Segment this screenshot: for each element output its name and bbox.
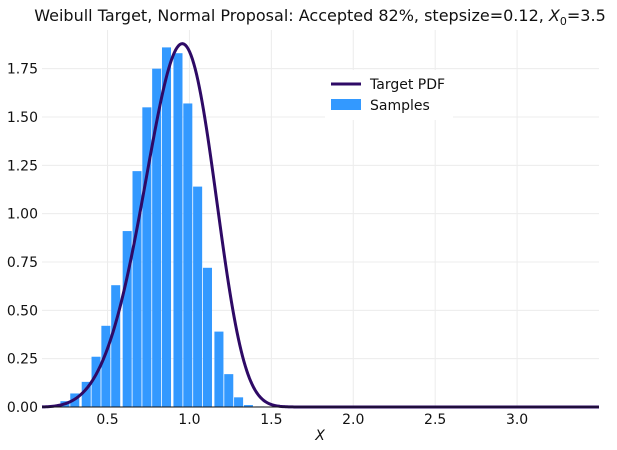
histogram-bar (111, 285, 121, 407)
histogram-bars (50, 47, 275, 408)
legend-label-target-pdf: Target PDF (369, 77, 445, 93)
x-tick-label: 2.5 (424, 412, 446, 428)
histogram-bar (132, 171, 142, 407)
x-axis-label: X (314, 428, 325, 444)
y-tick-label: 1.25 (7, 158, 38, 174)
y-tick-label: 0.75 (7, 255, 38, 271)
histogram-bar (173, 53, 183, 407)
histogram-bar (152, 68, 162, 408)
y-tick-label: 1.00 (7, 207, 38, 223)
x-tick-label: 1.5 (260, 412, 282, 428)
histogram-bar (91, 356, 101, 407)
y-tick-label: 1.75 (7, 62, 38, 78)
x-tick-label: 3.0 (506, 412, 528, 428)
histogram-bar (81, 381, 91, 407)
histogram-bar (161, 47, 172, 408)
legend-swatch-samples (331, 99, 361, 110)
histogram-bar (142, 107, 152, 407)
histogram-bar (193, 186, 203, 407)
chart-title: Weibull Target, Normal Proposal: Accepte… (34, 6, 606, 28)
x-tick-labels: 0.5 1.0 1.5 2.0 2.5 3.0 (96, 412, 528, 428)
x-tick-label: 2.0 (342, 412, 364, 428)
y-tick-label: 0.00 (7, 400, 38, 416)
histogram-bar (122, 231, 132, 407)
histogram-bar (243, 405, 253, 407)
legend-box (325, 70, 453, 120)
histogram-bar (183, 103, 193, 407)
histogram-bar (224, 374, 234, 407)
histogram-bar (234, 397, 244, 407)
legend-label-samples: Samples (370, 98, 430, 114)
histogram-bar (101, 325, 111, 407)
y-tick-label: 0.25 (7, 352, 38, 368)
histogram-bar (214, 331, 224, 407)
x-tick-label: 0.5 (96, 412, 118, 428)
y-tick-label: 0.50 (7, 303, 38, 319)
y-tick-labels: 0.00 0.25 0.50 0.75 1.00 1.25 1.50 1.75 (7, 62, 38, 416)
legend: Target PDF Samples (325, 70, 453, 120)
histogram-bar (202, 267, 212, 407)
y-tick-label: 1.50 (7, 110, 38, 126)
x-tick-label: 1.0 (178, 412, 200, 428)
